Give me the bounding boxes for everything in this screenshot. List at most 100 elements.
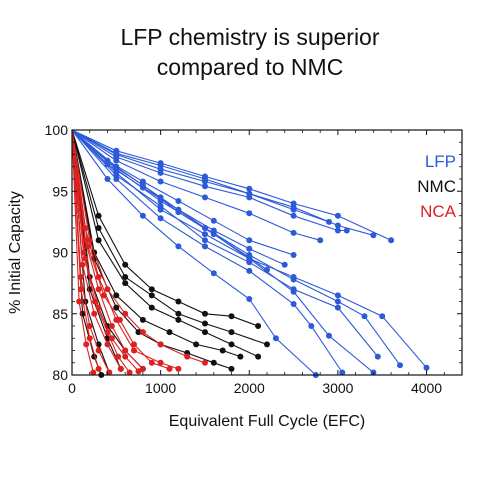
series-lfp-curve-4 bbox=[71, 129, 321, 241]
tick-layer: 0 1000 2000 3000 4000 80 85 90 95 100 bbox=[45, 122, 463, 396]
data-point-nmc bbox=[113, 304, 120, 311]
data-point-nmc bbox=[95, 237, 102, 244]
data-point-nmc bbox=[193, 341, 200, 348]
y-tick-label: 80 bbox=[52, 367, 68, 383]
data-point-lfp bbox=[290, 252, 297, 258]
data-point-nmc bbox=[202, 320, 208, 327]
data-point-nca bbox=[108, 323, 115, 329]
data-point-lfp bbox=[202, 237, 208, 244]
data-point-lfp bbox=[308, 323, 315, 329]
data-point-lfp bbox=[290, 288, 297, 295]
data-point-nca bbox=[175, 365, 182, 372]
data-point-nmc bbox=[228, 365, 235, 372]
data-point-nca bbox=[122, 310, 129, 317]
data-point-lfp bbox=[334, 304, 341, 311]
data-point-lfp bbox=[374, 353, 381, 360]
data-point-nmc bbox=[95, 212, 102, 219]
y-tick-label: 90 bbox=[52, 245, 68, 261]
data-point-lfp bbox=[157, 203, 164, 209]
data-point-nca bbox=[131, 347, 137, 354]
series-nca-curve-1 bbox=[71, 129, 144, 370]
data-point-lfp bbox=[157, 194, 164, 201]
data-point-nmc bbox=[264, 341, 270, 348]
data-point-nca bbox=[115, 353, 122, 360]
series-lfp-curve-12 bbox=[71, 129, 317, 376]
data-point-lfp bbox=[210, 217, 217, 224]
data-point-nmc bbox=[228, 329, 235, 336]
data-point-nmc bbox=[135, 329, 142, 336]
data-point-lfp bbox=[157, 169, 164, 176]
data-point-nmc bbox=[237, 353, 244, 360]
x-tick-label: 4000 bbox=[411, 380, 442, 396]
data-point-lfp bbox=[157, 162, 164, 169]
data-point-nca bbox=[117, 365, 124, 372]
data-point-lfp bbox=[334, 222, 341, 229]
data-point-nca bbox=[148, 359, 155, 366]
data-point-lfp bbox=[361, 313, 368, 320]
data-point-nca bbox=[157, 341, 164, 348]
series-nca-curve-8 bbox=[71, 129, 206, 364]
series-lfp-curve-10 bbox=[71, 129, 401, 366]
data-point-nca bbox=[104, 329, 111, 336]
series-nmc-curve-3 bbox=[71, 129, 241, 358]
data-point-lfp bbox=[334, 212, 341, 219]
data-point-lfp bbox=[202, 194, 208, 201]
data-point-nca bbox=[92, 298, 98, 305]
data-point-nca bbox=[100, 292, 107, 299]
data-point-nca bbox=[116, 316, 123, 323]
series-lfp-curve-9 bbox=[71, 129, 379, 357]
data-point-lfp bbox=[290, 212, 297, 219]
data-point-lfp bbox=[202, 231, 208, 238]
data-point-nmc bbox=[166, 329, 173, 336]
data-point-nca bbox=[131, 341, 137, 348]
legend-entry-nmc: NMC bbox=[417, 177, 456, 196]
data-point-lfp bbox=[397, 362, 403, 369]
data-point-nca bbox=[86, 237, 93, 244]
data-point-nmc bbox=[175, 316, 182, 323]
series-nmc-curve-2 bbox=[71, 129, 259, 358]
data-point-lfp bbox=[113, 157, 120, 164]
data-point-nmc bbox=[219, 347, 226, 354]
data-point-lfp bbox=[290, 206, 297, 213]
series-lfp-curve-11 bbox=[71, 129, 343, 373]
x-axis-label: Equivalent Full Cycle (EFC) bbox=[169, 413, 366, 430]
series-nmc bbox=[71, 129, 270, 378]
data-point-lfp bbox=[246, 245, 253, 252]
data-point-nmc bbox=[139, 316, 146, 323]
data-point-nmc bbox=[228, 341, 235, 348]
series-lfp-curve-0 bbox=[71, 129, 392, 241]
data-point-nmc bbox=[122, 280, 129, 287]
data-point-nca bbox=[184, 353, 191, 360]
data-point-lfp bbox=[246, 237, 253, 244]
series-nmc-curve-1 bbox=[71, 129, 268, 345]
data-point-nca bbox=[79, 261, 86, 268]
legend: LFP NMC NCA bbox=[417, 152, 456, 221]
data-point-nca bbox=[95, 286, 102, 293]
series-lfp-curve-7 bbox=[71, 129, 268, 271]
data-point-nca bbox=[139, 329, 146, 336]
series-lfp-curve-13 bbox=[71, 129, 374, 373]
data-point-lfp bbox=[326, 332, 332, 339]
series-nca-curve-7 bbox=[71, 129, 131, 373]
data-point-lfp bbox=[423, 364, 430, 371]
data-point-nmc bbox=[175, 310, 182, 317]
y-tick-label: 100 bbox=[45, 122, 69, 138]
series-nmc-curve-6 bbox=[71, 129, 122, 370]
series-layer bbox=[71, 129, 430, 378]
y-tick-label: 85 bbox=[52, 306, 68, 322]
y-tick-label: 95 bbox=[52, 183, 68, 199]
data-point-lfp bbox=[290, 276, 297, 283]
data-point-lfp bbox=[202, 243, 208, 250]
data-point-lfp bbox=[317, 237, 324, 244]
data-point-nmc bbox=[228, 313, 235, 320]
data-point-nmc bbox=[122, 274, 129, 280]
data-point-lfp bbox=[210, 270, 217, 277]
data-point-nmc bbox=[210, 359, 217, 366]
data-point-nca bbox=[86, 335, 93, 342]
data-point-lfp bbox=[113, 150, 120, 157]
data-point-nca bbox=[122, 347, 129, 354]
data-point-lfp bbox=[175, 243, 182, 250]
data-point-nmc bbox=[113, 292, 120, 299]
data-point-nmc bbox=[148, 304, 155, 311]
data-point-nca bbox=[126, 369, 133, 376]
